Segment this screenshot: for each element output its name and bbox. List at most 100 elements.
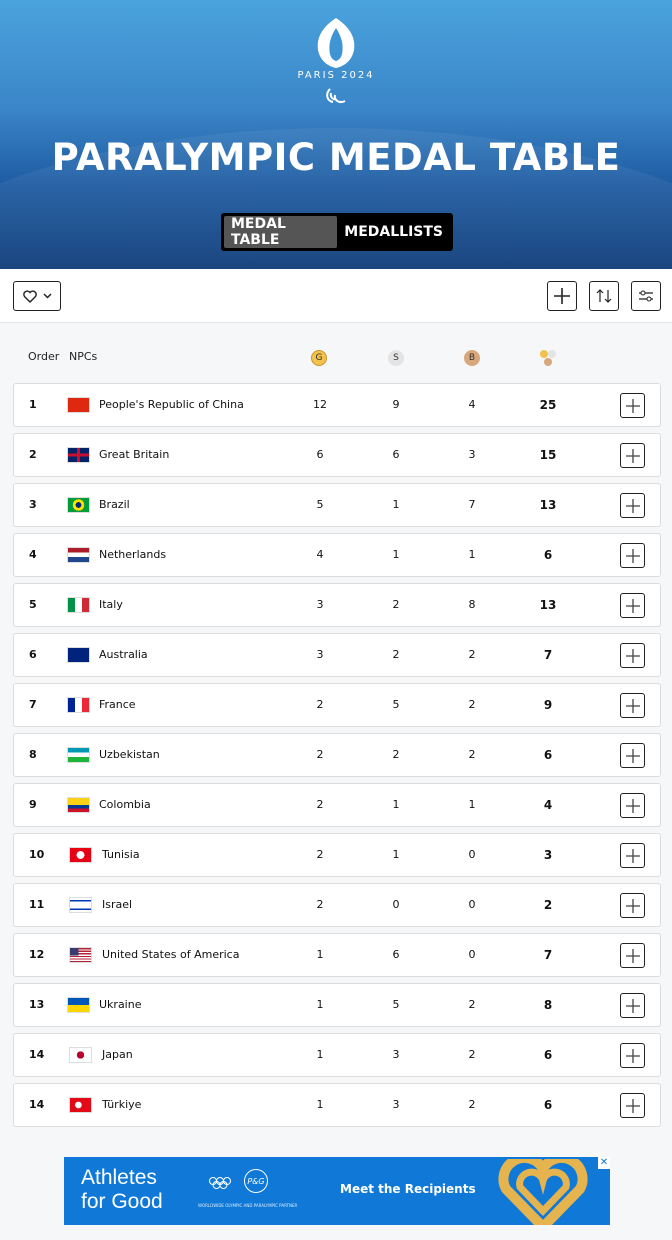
gold-count: 12 [313,398,327,411]
expand-row-button[interactable] [620,1093,645,1118]
heart-icon [22,289,37,303]
table-row[interactable]: 11 Israel 2 0 0 2 [13,883,661,927]
country-name[interactable]: People's Republic of China [99,398,244,411]
expand-row-button[interactable] [620,443,645,468]
silver-count: 6 [392,448,400,461]
country-name[interactable]: Italy [99,598,123,611]
silver-count: 1 [392,848,400,861]
expand-row-button[interactable] [620,393,645,418]
table-row[interactable]: 5 Italy 3 2 8 13 [13,583,661,627]
tab-medallists[interactable]: MEDALLISTS [344,224,443,240]
table-row[interactable]: 4 Netherlands 4 1 1 6 [13,533,661,577]
table-row[interactable]: 10 Tunisia 2 1 0 3 [13,833,661,877]
agitos-icon [326,88,346,104]
table-row[interactable]: 9 Colombia 2 1 1 4 [13,783,661,827]
tab-medal-table[interactable]: MEDAL TABLE [224,216,338,248]
total-count: 6 [543,548,553,562]
country-name[interactable]: Australia [99,648,148,661]
expand-row-button[interactable] [620,593,645,618]
expand-row-button[interactable] [620,743,645,768]
bronze-medal-icon[interactable]: B [464,350,480,366]
table-row[interactable]: 13 Ukraine 1 5 2 8 [13,983,661,1027]
table-row[interactable]: 2 Great Britain 6 6 3 15 [13,433,661,477]
rank: 5 [29,598,37,611]
heart-logo [498,1159,588,1225]
country-name[interactable]: United States of America [102,948,240,961]
expand-row-button[interactable] [620,543,645,568]
column-order[interactable]: Order [28,350,60,363]
expand-row-button[interactable] [620,493,645,518]
bronze-count: 1 [468,798,476,811]
flag-tn-icon [69,847,92,863]
table-row[interactable]: 6 Australia 3 2 2 7 [13,633,661,677]
table-row[interactable]: 14 Türkiye 1 3 2 6 [13,1083,661,1127]
country-name[interactable]: Japan [102,1048,133,1061]
country-name[interactable]: Türkiye [102,1098,142,1111]
silver-medal-icon[interactable]: S [388,350,404,366]
expand-row-button[interactable] [620,993,645,1018]
expand-row-button[interactable] [620,1043,645,1068]
medals-total-icon[interactable] [539,349,559,369]
total-count: 9 [543,698,553,712]
bronze-count: 0 [468,898,476,911]
country-name[interactable]: Ukraine [99,998,142,1011]
flag-fr-icon [67,697,90,713]
plus-icon [554,288,570,304]
total-count: 15 [539,448,557,462]
plus-icon [625,448,640,463]
filter-button[interactable] [631,281,661,311]
gold-count: 6 [316,448,324,461]
expand-row-button[interactable] [620,643,645,668]
paris-2024-text: PARIS 2024 [297,70,375,81]
country-name[interactable]: Tunisia [102,848,140,861]
gold-medal-icon[interactable]: G [311,350,327,366]
table-row[interactable]: 12 United States of America 1 6 0 7 [13,933,661,977]
expand-row-button[interactable] [620,843,645,868]
expand-row-button[interactable] [620,943,645,968]
rank: 10 [29,848,45,861]
table-row[interactable]: 3 Brazil 5 1 7 13 [13,483,661,527]
favorites-dropdown[interactable] [13,281,61,311]
plus-icon [625,998,640,1013]
plus-icon [625,648,640,663]
view-tabs: MEDAL TABLE MEDALLISTS [221,213,453,251]
chevron-down-icon [42,293,52,299]
total-count: 6 [543,748,553,762]
plus-icon [625,398,640,413]
rank: 2 [29,448,37,461]
table-row[interactable]: 1 People's Republic of China 12 9 4 25 [13,383,661,427]
country-name[interactable]: Uzbekistan [99,748,160,761]
paris-2024-flame-logo [317,18,355,68]
country-name[interactable]: Colombia [99,798,151,811]
rank: 13 [29,998,45,1011]
silver-count: 6 [392,948,400,961]
country-name[interactable]: Great Britain [99,448,170,461]
table-row[interactable]: 8 Uzbekistan 2 2 2 6 [13,733,661,777]
country-name[interactable]: Israel [102,898,133,911]
rank: 7 [29,698,37,711]
table-row[interactable]: 14 Japan 1 3 2 6 [13,1033,661,1077]
expand-row-button[interactable] [620,793,645,818]
expand-row-button[interactable] [620,693,645,718]
gold-count: 3 [316,598,324,611]
ad-close-button[interactable]: ✕ [598,1157,610,1169]
expand-all-button[interactable] [547,281,577,311]
flag-us-icon [69,947,92,963]
country-name[interactable]: Brazil [99,498,130,511]
ad-banner[interactable]: Athletes for Good P&G WORLDWIDE OLYMPIC A… [64,1157,610,1225]
rank: 14 [29,1048,45,1061]
ad-cta[interactable]: Meet the Recipients [340,1182,476,1196]
table-row[interactable]: 7 France 2 5 2 9 [13,683,661,727]
bronze-count: 2 [468,748,476,761]
country-name[interactable]: France [99,698,136,711]
total-count: 25 [539,398,557,412]
sort-button[interactable] [589,281,619,311]
column-npcs[interactable]: NPCs [69,350,98,363]
total-count: 13 [539,498,557,512]
expand-row-button[interactable] [620,893,645,918]
flag-co-icon [67,797,90,813]
country-name[interactable]: Netherlands [99,548,167,561]
gold-count: 1 [316,998,324,1011]
bronze-count: 2 [468,1098,476,1111]
rank: 1 [29,398,37,411]
